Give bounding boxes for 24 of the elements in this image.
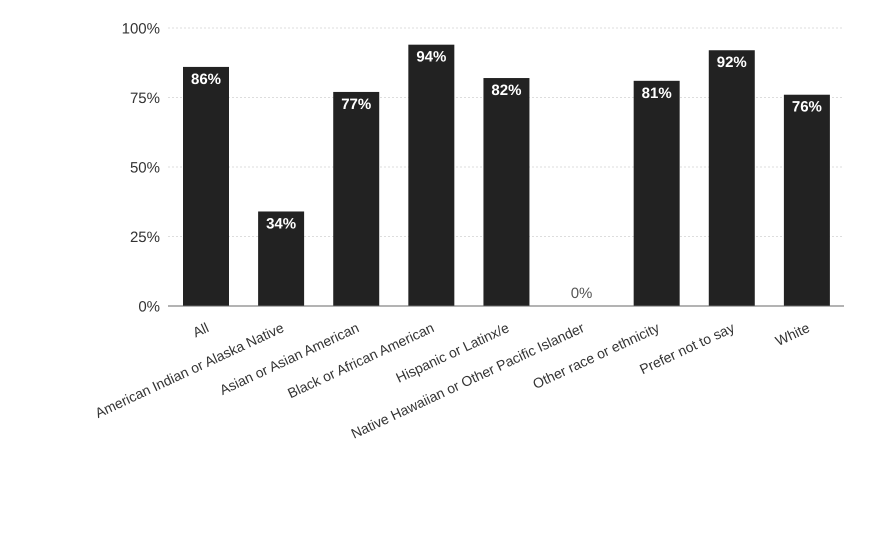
bar: [258, 211, 304, 306]
bar: [634, 80, 680, 306]
data-label: 82%: [491, 82, 522, 100]
data-label: 92%: [716, 54, 747, 72]
x-tick-label: All: [190, 319, 212, 340]
data-label: 0%: [570, 285, 592, 302]
data-label: 76%: [792, 98, 822, 116]
bar: [483, 78, 530, 306]
y-tick-label: 75%: [130, 90, 160, 107]
bar: [183, 66, 229, 306]
bar: [408, 44, 454, 306]
y-tick-label: 0%: [138, 298, 160, 316]
data-label: 34%: [266, 215, 296, 232]
data-label: 81%: [642, 84, 672, 102]
y-tick-label: 100%: [122, 20, 160, 38]
bar: [708, 50, 755, 306]
y-tick-label: 25%: [130, 228, 160, 246]
x-tick-label: White: [772, 319, 812, 349]
bar: [333, 92, 380, 306]
bar: [784, 94, 830, 306]
data-label: 94%: [416, 48, 446, 66]
y-tick-label: 50%: [130, 159, 160, 176]
data-label: 77%: [341, 96, 372, 113]
data-label: 86%: [190, 70, 222, 88]
